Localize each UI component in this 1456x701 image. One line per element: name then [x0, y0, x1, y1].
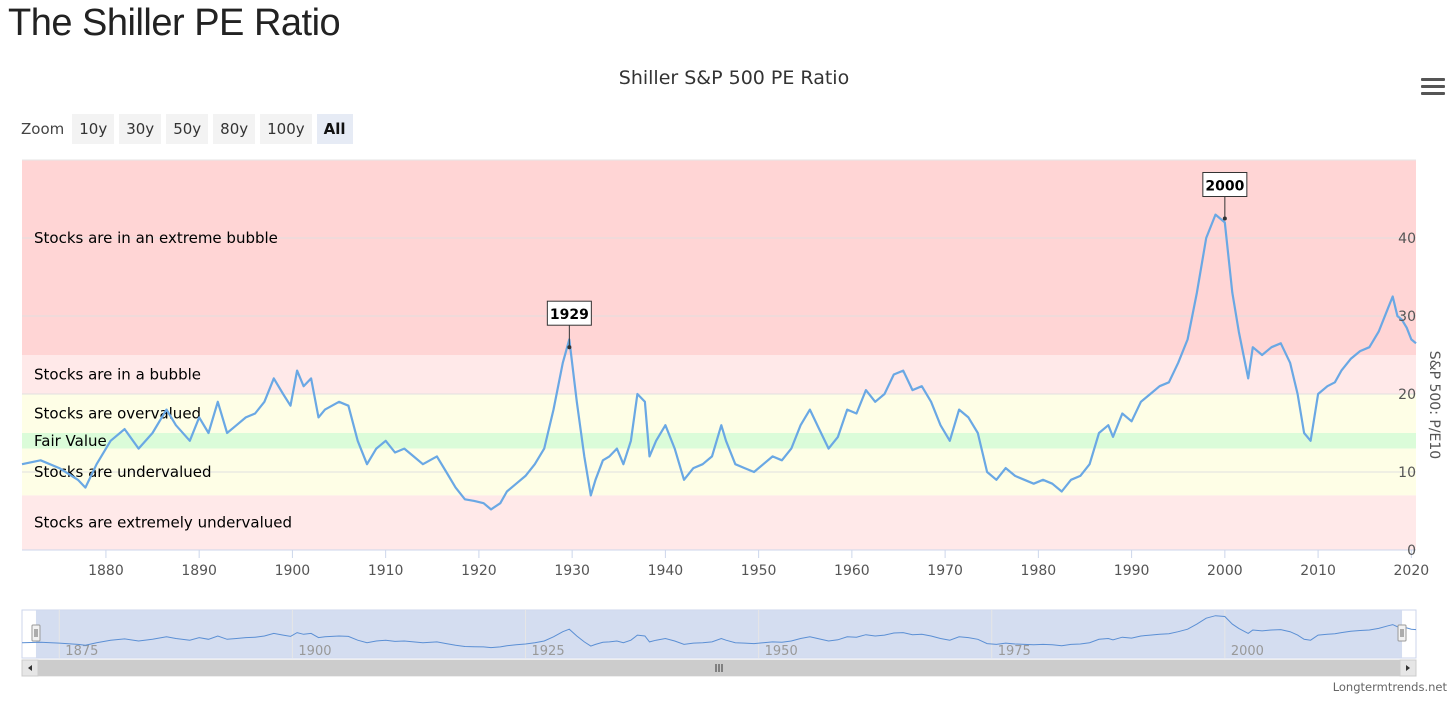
x-tick-label: 1960	[834, 563, 870, 579]
band-extreme-bubble	[22, 160, 1416, 355]
x-tick-label: 1880	[88, 563, 124, 579]
y-tick-label: 40	[1398, 231, 1416, 247]
band-bubble	[22, 355, 1416, 394]
band-labels: Stocks are in an extreme bubble Stocks ar…	[34, 229, 292, 532]
band-label: Stocks are undervalued	[34, 463, 212, 481]
x-axis: 1880 1890 1900 1910 1920 1930 1940 1950 1960 1970…	[22, 549, 1430, 579]
zoom-button-30y[interactable]: 30y	[119, 114, 162, 144]
annotation-box	[546, 300, 592, 326]
y-axis: 0 10 20 30 40	[1398, 231, 1416, 559]
hamburger-menu-icon[interactable]	[1421, 78, 1445, 98]
zoom-button-all[interactable]: All	[316, 114, 353, 144]
zoom-button-10y[interactable]: 10y	[72, 114, 115, 144]
page-title: The Shiller PE Ratio	[8, 2, 341, 44]
navigator-tick-label: 1900	[298, 644, 331, 659]
x-tick-label: 2010	[1300, 563, 1336, 579]
navigator-handle-right[interactable]	[1397, 624, 1407, 642]
annotation-label: 2000	[1205, 179, 1244, 195]
annotation-point	[1222, 216, 1227, 221]
scrollbar[interactable]	[21, 659, 1417, 677]
x-tick-label: 1990	[1114, 563, 1150, 579]
y-axis-title: S&P 500: P/E10	[1426, 351, 1442, 459]
x-tick-label: 1970	[927, 563, 963, 579]
chart-title: Shiller S&P 500 PE Ratio	[618, 67, 850, 89]
zoom-button-100y[interactable]: 100y	[260, 114, 312, 144]
band-label: Stocks are overvalued	[34, 405, 201, 423]
zoom-toolbar: Zoom 10y 30y 50y 80y 100y All	[21, 114, 358, 144]
x-tick-label: 2000	[1207, 563, 1243, 579]
band-label: Stocks are extremely undervalued	[34, 514, 292, 532]
navigator-tick-label: 1925	[532, 644, 565, 659]
series-line-pe10	[21, 213, 1417, 511]
navigator-tick-label: 1975	[998, 644, 1031, 659]
series-layer	[21, 213, 1417, 511]
band-overvalued	[22, 394, 1416, 433]
zoom-label: Zoom	[21, 120, 65, 138]
annotation-label: 1929	[550, 307, 589, 323]
chevron-left-icon	[28, 665, 32, 671]
band-fair-value	[22, 433, 1416, 449]
x-tick-label: 1920	[461, 563, 497, 579]
y-tick-label: 30	[1398, 309, 1416, 325]
x-tick-label: 1980	[1021, 563, 1057, 579]
chevron-right-icon	[1406, 665, 1410, 671]
navigator-handle-left[interactable]	[31, 624, 41, 642]
band-label: Stocks are in a bubble	[34, 366, 201, 384]
navigator-series-line	[21, 615, 1417, 649]
band-extremely-undervalued	[22, 495, 1416, 550]
zoom-button-50y[interactable]: 50y	[166, 114, 209, 144]
x-tick-label: 1910	[368, 563, 404, 579]
annotations: 1929 2000	[546, 172, 1248, 350]
x-tick-label: 1950	[741, 563, 777, 579]
band-label: Fair Value	[34, 432, 107, 450]
band-label: Stocks are in an extreme bubble	[34, 229, 278, 247]
y-tick-label: 10	[1398, 465, 1416, 481]
grid-lines	[22, 159, 1416, 473]
x-tick-label: 1890	[181, 563, 217, 579]
navigator[interactable]: 1875 1900 1925 1950 1975 2000	[21, 609, 1417, 659]
zoom-button-80y[interactable]: 80y	[213, 114, 256, 144]
navigator-selection[interactable]	[35, 610, 1403, 658]
pe-ratio-chart: Stocks are in an extreme bubble Stocks ar…	[21, 159, 1442, 677]
x-tick-label: 1940	[648, 563, 684, 579]
credit-link[interactable]: Longtermtrends.net	[1332, 680, 1447, 694]
annotation-box	[1202, 172, 1248, 197]
y-tick-label: 20	[1398, 387, 1416, 403]
valuation-bands	[22, 160, 1416, 550]
x-tick-label: 1900	[275, 563, 311, 579]
navigator-tick-label: 2000	[1231, 644, 1264, 659]
x-tick-label: 2020	[1394, 563, 1430, 579]
navigator-tick-label: 1875	[65, 644, 98, 659]
x-tick-label: 1930	[554, 563, 590, 579]
navigator-tick-label: 1950	[765, 644, 798, 659]
annotation-point	[567, 345, 572, 350]
y-tick-label: 0	[1407, 543, 1416, 559]
